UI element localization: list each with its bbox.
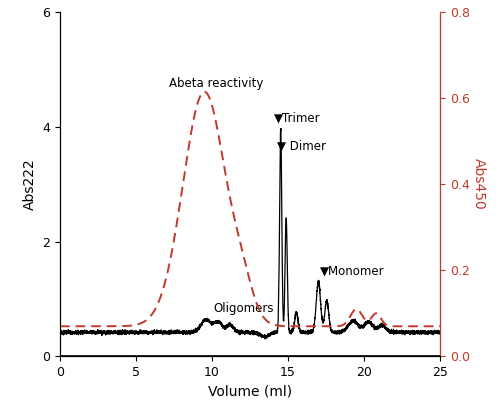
Text: Abeta reactivity: Abeta reactivity [170,77,264,90]
X-axis label: Volume (ml): Volume (ml) [208,385,292,399]
Text: Oligomers: Oligomers [214,302,274,315]
Y-axis label: Abs450: Abs450 [472,158,486,210]
Text: ▼ Dimer: ▼ Dimer [278,140,326,153]
Text: ▼Trimer: ▼Trimer [274,111,320,124]
Y-axis label: Abs222: Abs222 [22,158,36,210]
Text: ▼Monomer: ▼Monomer [320,264,384,277]
